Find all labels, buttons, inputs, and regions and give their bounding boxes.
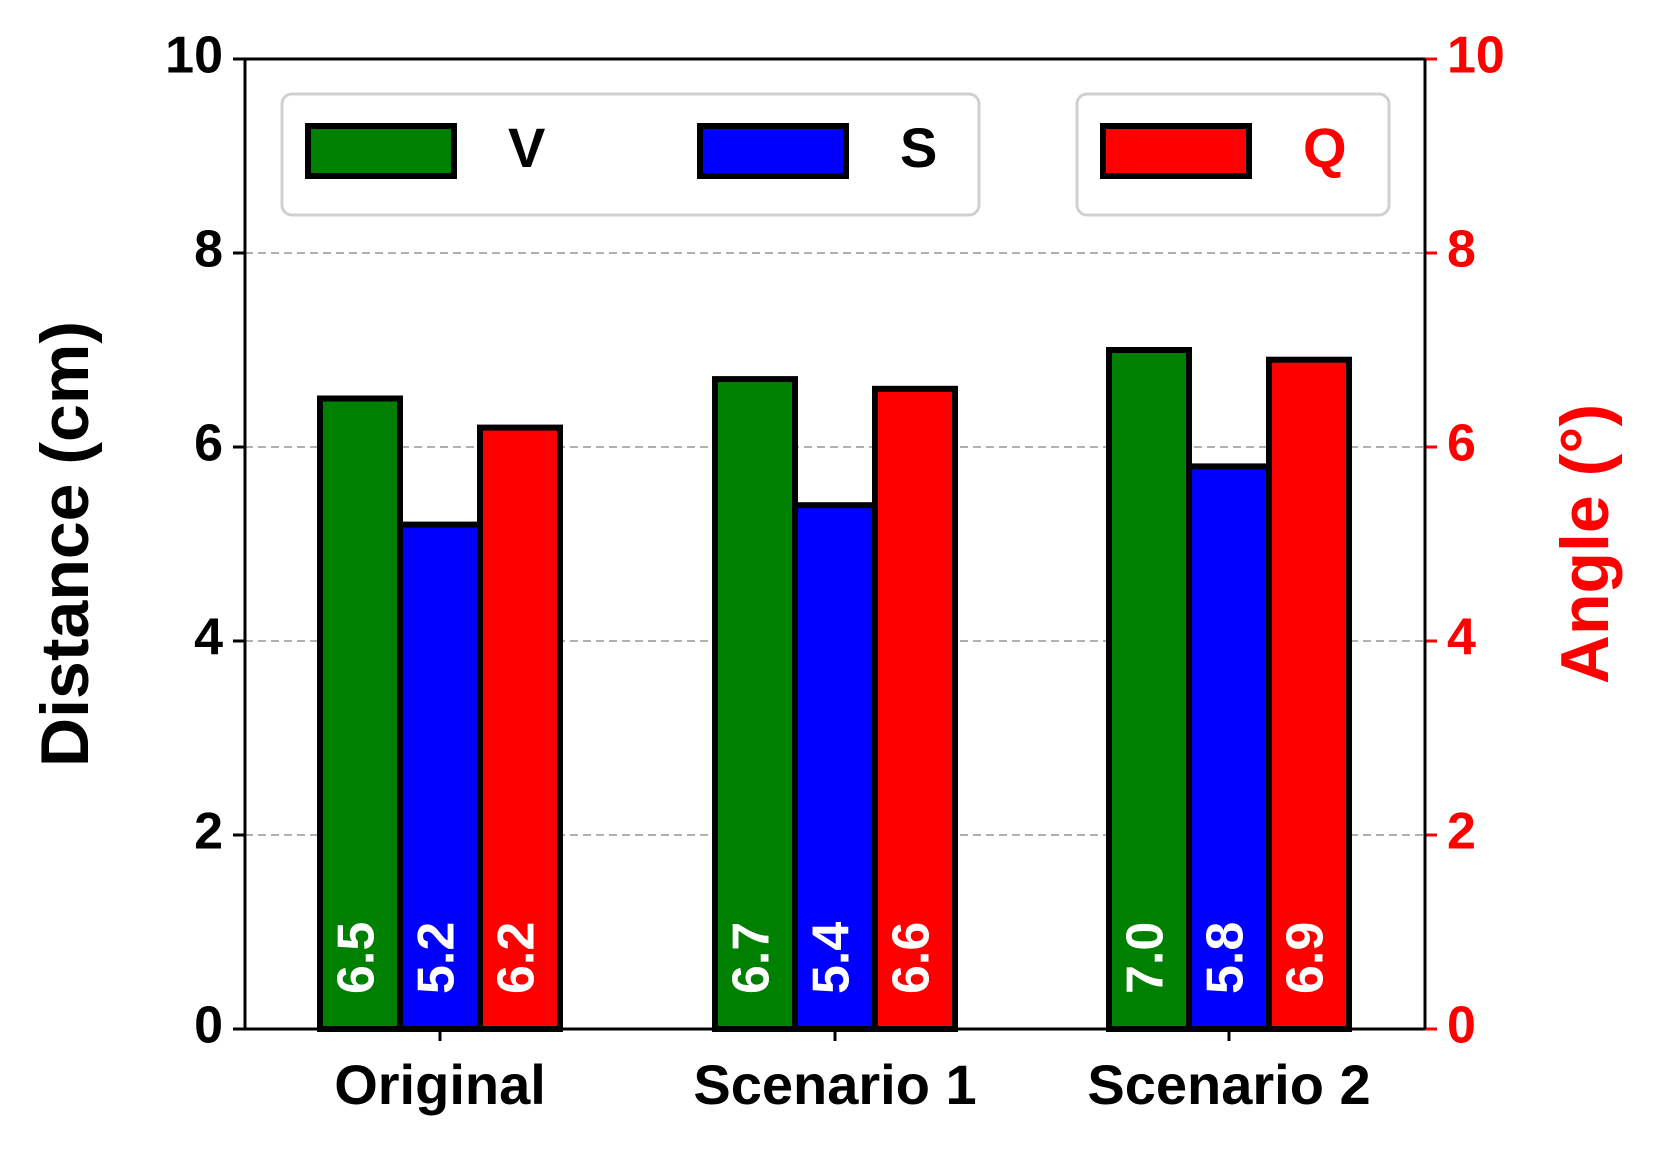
y2-tick-label: 0 bbox=[1447, 997, 1476, 1055]
value-label: 6.6 bbox=[883, 922, 941, 994]
y2-tick-label: 4 bbox=[1447, 609, 1476, 667]
y-tick-label: 2 bbox=[194, 803, 223, 861]
value-label: 6.7 bbox=[723, 922, 781, 994]
legend-swatch bbox=[305, 123, 457, 179]
y-tick-label: 8 bbox=[194, 221, 223, 279]
y2-tick-label: 2 bbox=[1447, 803, 1476, 861]
value-label: 5.2 bbox=[408, 922, 466, 994]
legend-swatch bbox=[1100, 123, 1252, 179]
value-label: 5.8 bbox=[1197, 922, 1255, 994]
bar bbox=[792, 502, 878, 1032]
value-label: 6.2 bbox=[488, 922, 546, 994]
legend-swatch bbox=[697, 123, 849, 179]
y2-tick-label: 8 bbox=[1447, 221, 1476, 279]
value-label: 5.4 bbox=[803, 922, 861, 994]
y-tick-label: 6 bbox=[194, 415, 223, 473]
x-tick-label: Scenario 1 bbox=[693, 1053, 976, 1116]
bar bbox=[477, 424, 563, 1033]
value-label: 6.5 bbox=[328, 922, 386, 994]
legend-label: S bbox=[900, 116, 937, 179]
y-tick-label: 10 bbox=[165, 27, 223, 85]
y-tick-label: 4 bbox=[194, 609, 223, 667]
value-label: 6.9 bbox=[1277, 922, 1335, 994]
y-tick-label: 0 bbox=[194, 997, 223, 1055]
value-label: 7.0 bbox=[1117, 922, 1175, 994]
x-tick-label: Original bbox=[334, 1053, 546, 1116]
y-axis-title: Distance (cm) bbox=[27, 321, 103, 767]
bar bbox=[1266, 356, 1352, 1032]
y2-tick-label: 6 bbox=[1447, 415, 1476, 473]
y2-tick-label: 10 bbox=[1447, 27, 1505, 85]
y2-axis-title: Angle (°) bbox=[1547, 404, 1623, 684]
legend-label: Q bbox=[1303, 116, 1347, 179]
legend-label: V bbox=[508, 116, 545, 179]
x-tick-label: Scenario 2 bbox=[1087, 1053, 1370, 1116]
